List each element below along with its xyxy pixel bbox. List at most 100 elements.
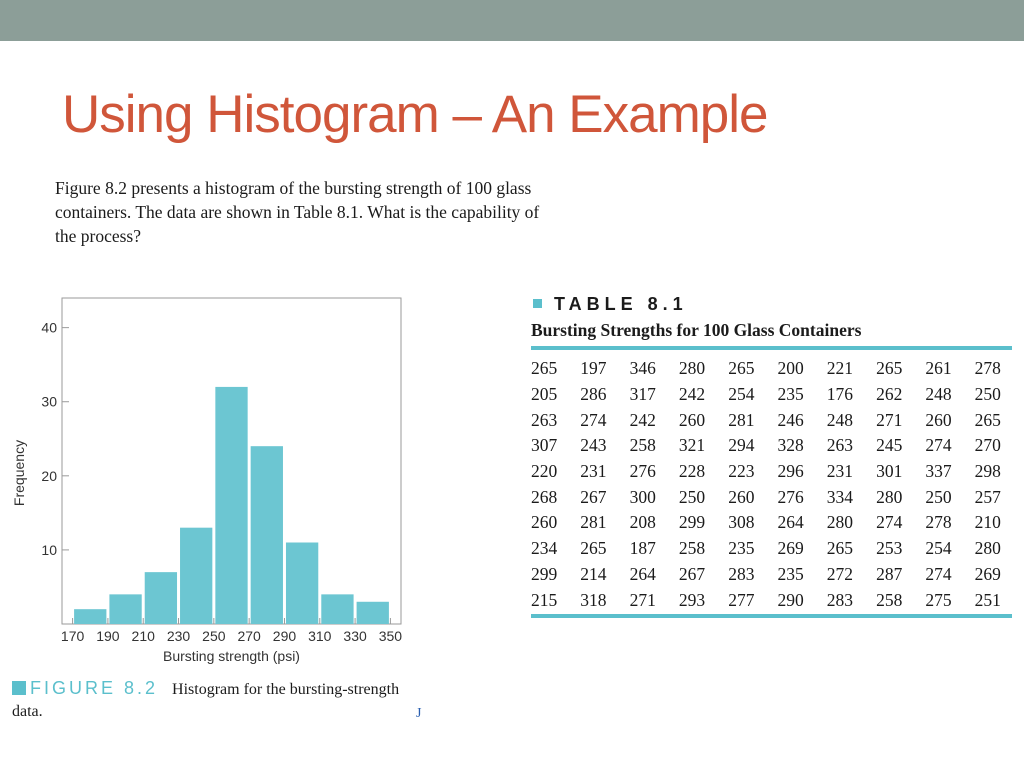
table-cell: 200 xyxy=(777,358,804,379)
table-cell: 283 xyxy=(728,563,755,584)
table-cell: 337 xyxy=(925,461,952,482)
y-tick-label: 10 xyxy=(41,542,57,558)
table-label-square-icon xyxy=(533,299,542,308)
table-cell: 278 xyxy=(974,358,1001,379)
table-cell: 250 xyxy=(974,384,1001,405)
table-row: 265 197 346 280 265 200 221 265 261 278 xyxy=(531,356,1024,382)
x-tick-label: 190 xyxy=(96,628,120,644)
table-cell: 280 xyxy=(678,358,706,379)
table-cell: 231 xyxy=(580,461,607,482)
slide-title: Using Histogram – An Example xyxy=(62,85,768,144)
table-cell: 296 xyxy=(777,461,804,482)
table-cell: 260 xyxy=(678,409,706,430)
table-cell: 274 xyxy=(580,409,607,430)
table-cell: 214 xyxy=(580,563,607,584)
stray-mark: J xyxy=(416,706,422,721)
table-cell: 269 xyxy=(777,538,804,559)
table-cell: 197 xyxy=(580,358,607,379)
table-cell: 274 xyxy=(925,563,952,584)
table-cell: 260 xyxy=(728,486,755,507)
table-cell: 208 xyxy=(629,512,656,533)
table-cell: 258 xyxy=(629,435,656,456)
table-cell: 265 xyxy=(974,409,1001,430)
table-cell: 293 xyxy=(678,589,706,610)
table-cell: 281 xyxy=(580,512,607,533)
table-cell: 245 xyxy=(876,435,903,456)
table-cell: 260 xyxy=(925,409,952,430)
table-cell: 243 xyxy=(580,435,607,456)
table-cell: 299 xyxy=(678,512,706,533)
table-row: 268 267 300 250 260 276 334 280 250 257 xyxy=(531,484,1024,510)
table-cell: 258 xyxy=(876,589,903,610)
table-cell: 228 xyxy=(678,461,706,482)
figure-caption: FIGURE 8.2 Histogram for the bursting-str… xyxy=(12,677,412,723)
table-cell: 235 xyxy=(728,538,755,559)
table-cell: 267 xyxy=(580,486,607,507)
table-cell: 300 xyxy=(629,486,656,507)
table-cell: 298 xyxy=(974,461,1001,482)
table-top-rule xyxy=(531,346,1012,350)
table-cell: 251 xyxy=(974,589,1001,610)
table-cell: 269 xyxy=(974,563,1001,584)
table-cell: 234 xyxy=(531,538,558,559)
table-cell: 221 xyxy=(826,358,854,379)
histogram-bar xyxy=(250,446,283,624)
table-row: 263 274 242 260 281 246 248 271 260 265 xyxy=(531,407,1024,433)
table-cell: 321 xyxy=(678,435,706,456)
table-cell: 308 xyxy=(728,512,755,533)
table-cell: 281 xyxy=(728,409,755,430)
table-cell: 246 xyxy=(777,409,804,430)
x-tick-label: 310 xyxy=(308,628,332,644)
table-cell: 265 xyxy=(531,358,558,379)
table-cell: 272 xyxy=(826,563,854,584)
table-cell: 283 xyxy=(826,589,854,610)
histogram-bar xyxy=(109,594,142,624)
table-label: TABLE 8.1 xyxy=(533,294,688,315)
table-row: 215 318 271 293 277 290 283 258 275 251 xyxy=(531,587,1024,613)
x-tick-label: 330 xyxy=(343,628,367,644)
table-cell: 328 xyxy=(777,435,804,456)
table-cell: 280 xyxy=(876,486,903,507)
table-cell: 270 xyxy=(974,435,1001,456)
histogram-bar xyxy=(321,594,354,624)
histogram-bar xyxy=(215,386,248,624)
table-cell: 287 xyxy=(876,563,903,584)
table-label-text: TABLE 8.1 xyxy=(554,294,688,314)
table-title: Bursting Strengths for 100 Glass Contain… xyxy=(531,320,862,340)
histogram-chart: 10 20 30 40 170 190 210 230 250 270 290 310 330 350 Bu… xyxy=(11,297,403,664)
figure-caption-text: Histogram for the bursting-strength data… xyxy=(12,681,400,720)
table-row: 234 265 187 258 235 269 265 253 254 280 xyxy=(531,536,1024,562)
table-cell: 265 xyxy=(826,538,854,559)
table-cell: 210 xyxy=(974,512,1001,533)
x-tick-label: 170 xyxy=(61,628,85,644)
table-cell: 220 xyxy=(531,461,558,482)
table-cell: 276 xyxy=(777,486,804,507)
figure-label-square-icon xyxy=(12,681,26,695)
table-row: 260 281 208 299 308 264 280 274 278 210 xyxy=(531,510,1024,536)
table-cell: 318 xyxy=(580,589,607,610)
table-cell: 264 xyxy=(777,512,804,533)
table-row: 205 286 317 242 254 235 176 262 248 250 xyxy=(531,382,1024,408)
table-cell: 286 xyxy=(580,384,607,405)
table-cell: 254 xyxy=(925,538,952,559)
x-tick-label: 350 xyxy=(379,628,403,644)
figure-label: FIGURE 8.2 xyxy=(30,678,159,698)
table-row: 307 243 258 321 294 328 263 245 274 270 xyxy=(531,433,1024,459)
table-row: 299 214 264 267 283 235 272 287 274 269 xyxy=(531,562,1024,588)
table-cell: 176 xyxy=(826,384,854,405)
x-tick-label: 270 xyxy=(237,628,261,644)
table-cell: 235 xyxy=(777,384,804,405)
table-cell: 250 xyxy=(678,486,706,507)
table-cell: 248 xyxy=(826,409,854,430)
x-tick-label: 250 xyxy=(202,628,226,644)
table-cell: 265 xyxy=(580,538,607,559)
table-cell: 231 xyxy=(826,461,854,482)
table-cell: 278 xyxy=(925,512,952,533)
histogram-bar xyxy=(180,527,213,624)
table-cell: 346 xyxy=(629,358,656,379)
table-cell: 205 xyxy=(531,384,558,405)
table-cell: 264 xyxy=(629,563,656,584)
y-tick-label: 20 xyxy=(41,468,57,484)
histogram-bar xyxy=(144,572,178,624)
table-cell: 242 xyxy=(678,384,706,405)
